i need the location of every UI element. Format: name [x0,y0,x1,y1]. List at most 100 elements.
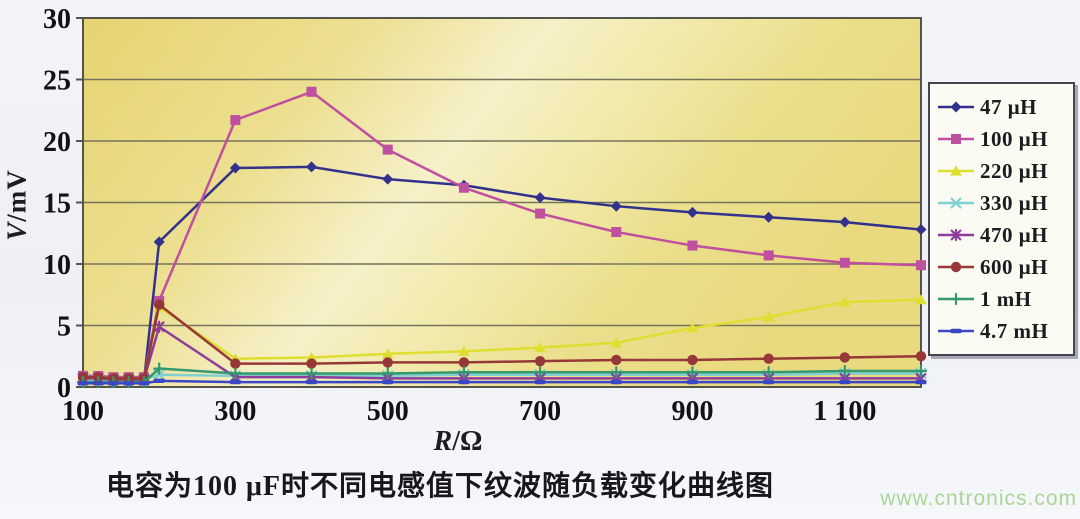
data-point-marker [153,299,165,310]
data-point-marker [458,357,470,368]
y-tick-label: 20 [43,127,71,158]
data-point-marker [950,261,962,273]
data-point-marker [382,144,393,155]
data-point-marker [686,366,699,379]
data-point-marker [458,379,470,385]
data-point-marker [153,236,165,248]
x-tick-label: 1 100 [813,396,876,427]
legend-item: 330 μH [937,187,1069,219]
data-point-marker [611,227,622,238]
data-point-marker [92,381,104,386]
data-point-marker [914,364,928,378]
data-point-marker [230,115,241,126]
legend-item: 600 μH [937,251,1069,283]
data-point-marker [534,192,546,204]
legend-label: 600 μH [980,254,1048,279]
legend-label: 330 μH [980,190,1048,215]
data-point-marker [306,358,317,369]
data-point-marker [534,379,546,385]
legend-marker-icon [938,228,974,242]
series-line-8 [83,379,921,385]
data-point-marker [533,366,547,379]
data-point-marker [229,162,241,174]
data-point-marker [687,354,698,366]
data-point-marker [457,366,471,379]
data-point-marker [949,292,963,306]
data-point-marker [458,345,470,356]
x-axis-variable: R [433,426,453,457]
data-point-marker [839,379,851,385]
data-point-marker [153,362,166,375]
data-point-marker [77,381,89,386]
data-point-marker [838,364,851,378]
x-tick-label: 500 [367,396,409,427]
data-point-marker [229,367,242,380]
y-axis-title: V/mV [2,169,33,241]
legend-item: 220 μH [937,155,1069,187]
data-point-marker [382,379,394,385]
legend-label: 220 μH [980,158,1048,183]
legend-marker-icon [938,197,974,209]
data-point-marker [763,250,774,261]
x-tick-label: 700 [519,396,561,427]
legend-marker-icon [938,101,974,113]
legend-label: 47 μH [980,94,1037,119]
legend-item: 100 μH [937,123,1069,155]
data-point-marker [762,366,775,379]
data-point-marker [305,367,318,380]
data-point-marker [839,216,851,228]
plot-border [82,17,922,388]
y-axis-variable: V [1,221,32,241]
data-point-marker [686,379,698,385]
data-point-marker [382,173,394,185]
legend-label: 1 mH [980,286,1032,311]
data-point-marker [763,353,774,364]
data-point-marker [123,381,135,386]
y-tick-label: 15 [43,189,71,220]
x-tick-label: 900 [671,396,713,427]
data-point-marker [762,311,775,322]
data-point-marker [763,211,775,223]
data-point-marker [950,165,962,176]
legend-item: 4.7 mH [937,315,1069,347]
legend-label: 100 μH [980,126,1048,151]
x-axis-unit: /Ω [452,426,483,457]
data-point-marker [107,381,119,386]
legend-item: 1 mH [937,283,1069,315]
data-point-marker [306,379,318,385]
series-line-6 [83,303,922,380]
data-point-marker [230,358,241,369]
legend-marker-icon [938,134,974,144]
data-point-marker [382,357,393,368]
data-point-marker [916,260,926,271]
y-tick-label: 25 [43,66,71,97]
data-point-marker [534,355,546,367]
y-tick-label: 30 [43,4,71,35]
data-point-marker [535,208,546,219]
data-point-marker [763,379,775,385]
data-point-marker [610,337,623,348]
legend-item: 470 μH [937,219,1069,251]
data-point-marker [534,342,546,353]
data-point-marker [839,257,850,268]
data-point-marker [306,161,318,173]
chart-caption: 电容为100 μF时不同电感值下纹波随负载变化曲线图 [106,471,774,502]
data-point-marker [839,352,851,363]
data-point-marker [610,379,622,385]
data-point-marker [915,224,927,236]
data-point-marker [950,197,962,209]
data-point-marker [153,378,165,384]
legend-marker-icon [938,165,974,176]
data-point-marker [686,206,698,218]
data-point-marker [950,228,962,242]
watermark-text: www.cntronics.com [880,487,1077,510]
data-point-marker [610,366,623,379]
data-point-marker [610,200,622,212]
data-point-marker [687,240,698,251]
data-point-marker [138,381,150,386]
legend-marker-icon [938,328,974,334]
y-tick-label: 5 [57,312,71,343]
legend-marker-icon [938,292,974,306]
data-point-marker [229,379,241,385]
data-point-marker [839,296,851,307]
